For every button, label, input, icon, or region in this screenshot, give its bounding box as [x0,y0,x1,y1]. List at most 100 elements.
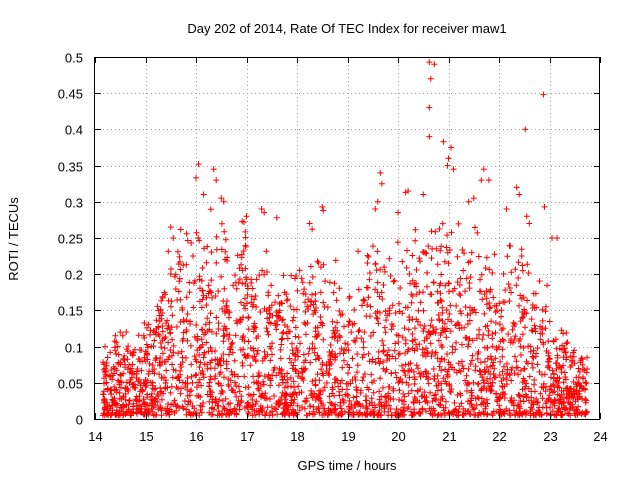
data-point [163,367,170,374]
data-point [449,349,456,356]
data-point [550,375,557,382]
data-point [420,307,427,314]
data-point [392,409,399,416]
data-point [264,404,271,411]
data-point [424,283,431,290]
data-point [220,298,227,305]
data-point [177,371,184,378]
data-point [269,412,276,419]
data-point [118,384,125,391]
data-point [345,322,352,329]
data-point [444,232,451,239]
data-point [170,235,177,241]
data-point [489,379,496,386]
data-point [132,396,139,403]
data-point [558,369,565,376]
data-point [448,318,455,325]
data-point [457,292,464,299]
data-point [284,406,291,413]
data-point [245,326,252,333]
data-point [555,379,562,386]
data-point [169,312,176,319]
data-point [271,393,278,400]
y-tick-label: 0.05 [58,377,83,392]
data-point [155,324,162,331]
data-point [379,337,386,344]
data-point [331,375,338,382]
data-point [391,277,398,284]
data-point [161,335,168,342]
data-point [239,218,246,225]
data-point [292,357,299,364]
data-point [429,412,436,419]
data-point [228,341,235,348]
data-point [464,379,471,386]
data-point [104,403,111,410]
data-point [453,321,460,328]
data-point [283,297,290,304]
data-point [241,351,248,358]
data-point [245,410,252,417]
data-point [378,289,385,296]
data-point [289,347,296,354]
data-point [410,368,417,375]
data-point [386,383,393,390]
data-point [477,288,484,295]
data-point [457,275,464,282]
data-point [368,371,375,378]
data-point [337,380,344,387]
data-point [422,408,429,415]
data-point [188,239,195,246]
data-point [459,411,466,418]
data-point [543,410,550,417]
data-point [401,325,408,332]
data-point [564,410,571,417]
data-point [517,397,524,404]
data-point [486,288,493,295]
data-point [481,410,488,417]
data-point [366,313,373,320]
data-point [489,330,496,337]
data-point [334,319,341,326]
data-point [229,339,236,346]
data-point [417,258,424,265]
data-point [485,177,492,184]
data-point [496,372,503,379]
data-point [278,367,285,374]
data-point [531,381,538,388]
data-point [501,391,508,398]
data-point [354,362,361,369]
data-point [486,385,493,392]
data-point [114,402,121,409]
data-point [222,248,229,255]
data-point [445,359,452,366]
data-point [557,364,564,371]
data-point [576,368,583,375]
data-point [579,409,586,416]
data-point [344,370,351,377]
data-point [275,292,282,299]
data-point [421,349,428,356]
data-point [534,399,541,406]
data-point [225,335,232,342]
data-point [336,307,343,314]
data-point [225,308,232,315]
data-point [404,405,411,412]
data-point [293,367,300,374]
data-point [416,370,423,377]
data-point [296,267,303,274]
data-point [221,285,228,292]
data-point [284,370,291,377]
data-point [575,374,582,381]
data-point [204,315,211,322]
data-point [141,401,148,408]
data-point [254,380,261,387]
data-point [525,269,532,276]
data-point [365,253,372,260]
data-point [294,402,301,409]
data-point [500,374,507,381]
data-point [287,374,294,381]
data-point [265,289,272,296]
data-point [577,359,584,366]
data-point [504,372,511,379]
